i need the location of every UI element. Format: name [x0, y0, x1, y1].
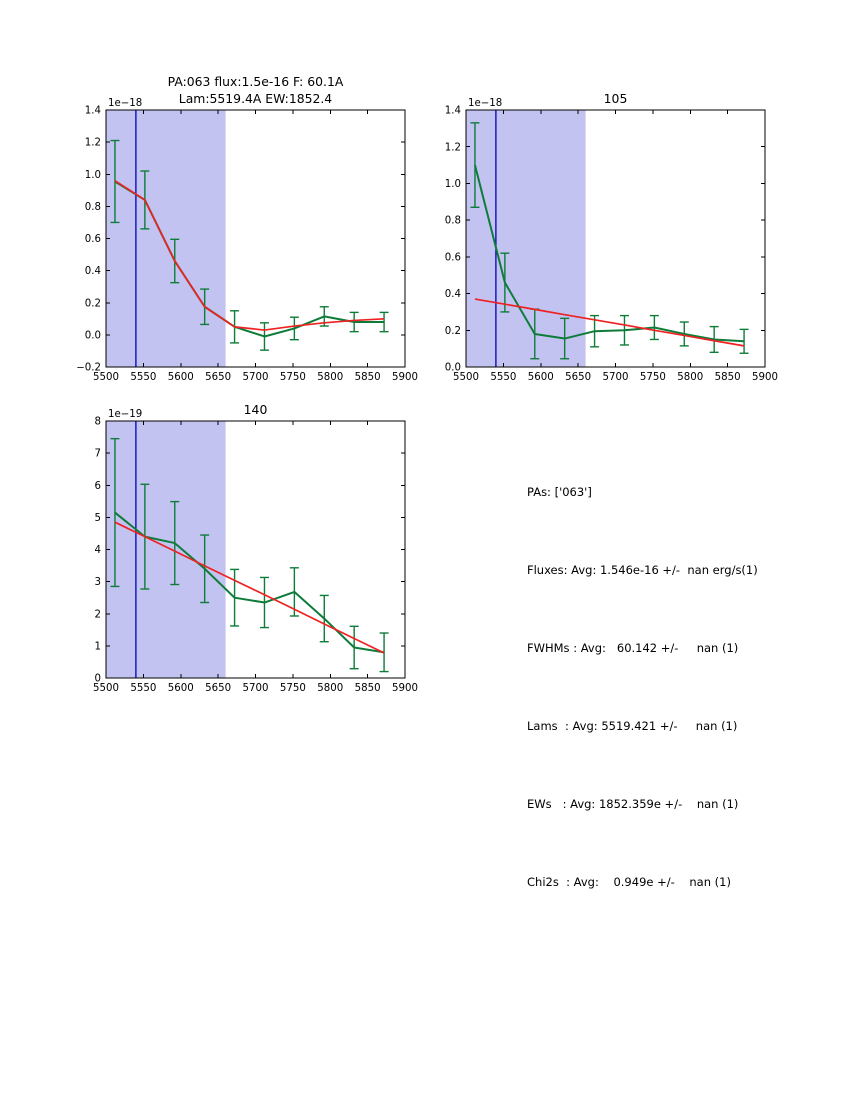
x-tick-label: 5850 [715, 372, 741, 383]
x-tick-label: 5800 [317, 683, 343, 694]
y-tick-label: 0.0 [85, 330, 101, 341]
y-tick-label: 1.2 [445, 142, 461, 153]
shaded-region [106, 110, 226, 367]
fit-line [114, 179, 385, 331]
y-tick-label: 1.2 [85, 138, 101, 149]
x-tick-label: 5900 [752, 372, 778, 383]
x-tick-label: 5700 [603, 372, 629, 383]
y-tick-label: 0.0 [445, 363, 461, 374]
y-tick-label: 0.8 [85, 202, 101, 213]
y-tick-label: 0.2 [445, 326, 461, 337]
stats-line-ews: EWs : Avg: 1852.359e +/- nan (1) [527, 797, 739, 811]
x-tick-label: 5750 [280, 683, 306, 694]
x-tick-label: 5700 [243, 683, 269, 694]
x-tick-label: 5850 [355, 683, 381, 694]
stats-line-chi2s: Chi2s : Avg: 0.949e +/- nan (1) [527, 875, 731, 889]
axis-offset-label: 1e−19 [108, 409, 142, 420]
y-tick-label: 4 [95, 545, 101, 556]
fit-line [474, 298, 745, 347]
y-tick-label: 2 [95, 609, 101, 620]
y-tick-label: 0.2 [85, 298, 101, 309]
y-tick-label: 1.0 [445, 179, 461, 190]
x-tick-label: 5550 [130, 683, 156, 694]
y-tick-label: 0.8 [445, 216, 461, 227]
subplot-105: 5500 5550 5600 5650 5700 5750 5800 5850 5900 0.0 0… [445, 91, 778, 383]
x-tick-label: 5650 [205, 372, 231, 383]
y-tick-label: 1.4 [85, 106, 101, 117]
y-tick-label: 3 [95, 577, 101, 588]
x-tick-label: 5500 [453, 372, 479, 383]
y-tick-label: 5 [95, 513, 101, 524]
subplot-title: PA:063 flux:1.5e-16 F: 60.1A [168, 74, 344, 89]
stats-line-fwhms: FWHMs : Avg: 60.142 +/- nan (1) [527, 641, 739, 655]
y-tick-label: 0.6 [445, 252, 461, 263]
stats-line-fluxes: Fluxes: Avg: 1.546e-16 +/- nan erg/s(1) [527, 563, 758, 577]
x-tick-label: 5500 [93, 372, 119, 383]
x-tick-label: 5800 [317, 372, 343, 383]
x-tick-label: 5850 [355, 372, 381, 383]
axis-ticks [105, 109, 406, 368]
x-tick-label: 5600 [168, 683, 194, 694]
spectrum-line [114, 511, 385, 654]
axis-ticks [465, 109, 766, 368]
stats-line-lams: Lams : Avg: 5519.421 +/- nan (1) [527, 719, 738, 733]
y-tick-label: 8 [95, 417, 101, 428]
subplot-title: 140 [244, 402, 268, 417]
axis-offset-label: 1e−18 [468, 98, 502, 109]
x-tick-label: 5900 [392, 372, 418, 383]
stats-panel: PAs: ['063'] Fluxes: Avg: 1.546e-16 +/- … [527, 427, 758, 947]
shaded-region [106, 421, 226, 678]
x-tick-label: 5800 [677, 372, 703, 383]
y-tick-label: 0.4 [445, 289, 461, 300]
x-tick-label: 5750 [280, 372, 306, 383]
subplot-title: Lam:5519.4A EW:1852.4 [179, 91, 333, 106]
spectrum-line [474, 164, 745, 343]
subplot-title: 105 [604, 91, 628, 106]
fit-line [114, 521, 385, 654]
x-tick-label: 5900 [392, 683, 418, 694]
x-tick-label: 5550 [130, 372, 156, 383]
stats-line-pas: PAs: ['063'] [527, 485, 592, 499]
x-tick-label: 5650 [205, 683, 231, 694]
shaded-region [466, 110, 586, 367]
subplot-140: 5500 5550 5600 5650 5700 5750 5800 5850 5900 0 1 2 3… [93, 402, 418, 694]
y-tick-label: −0.2 [76, 363, 101, 374]
x-tick-label: 5600 [168, 372, 194, 383]
x-tick-label: 5600 [528, 372, 554, 383]
y-tick-label: 6 [95, 481, 101, 492]
x-tick-label: 5500 [93, 683, 119, 694]
y-tick-label: 0 [95, 674, 101, 685]
x-tick-label: 5650 [565, 372, 591, 383]
y-tick-label: 1.0 [85, 170, 101, 181]
axis-ticks [105, 420, 406, 679]
y-tick-label: 1 [95, 641, 101, 652]
subplot-lam55194aew18524: 5500 5550 5600 5650 5700 5750 5800 5850 5900 −0.2… [76, 74, 418, 383]
y-tick-label: 0.6 [85, 234, 101, 245]
y-tick-label: 7 [95, 449, 101, 460]
x-tick-label: 5750 [640, 372, 666, 383]
axis-offset-label: 1e−18 [108, 98, 142, 109]
y-tick-label: 1.4 [445, 106, 461, 117]
y-tick-label: 0.4 [85, 266, 101, 277]
x-tick-label: 5550 [490, 372, 516, 383]
x-tick-label: 5700 [243, 372, 269, 383]
